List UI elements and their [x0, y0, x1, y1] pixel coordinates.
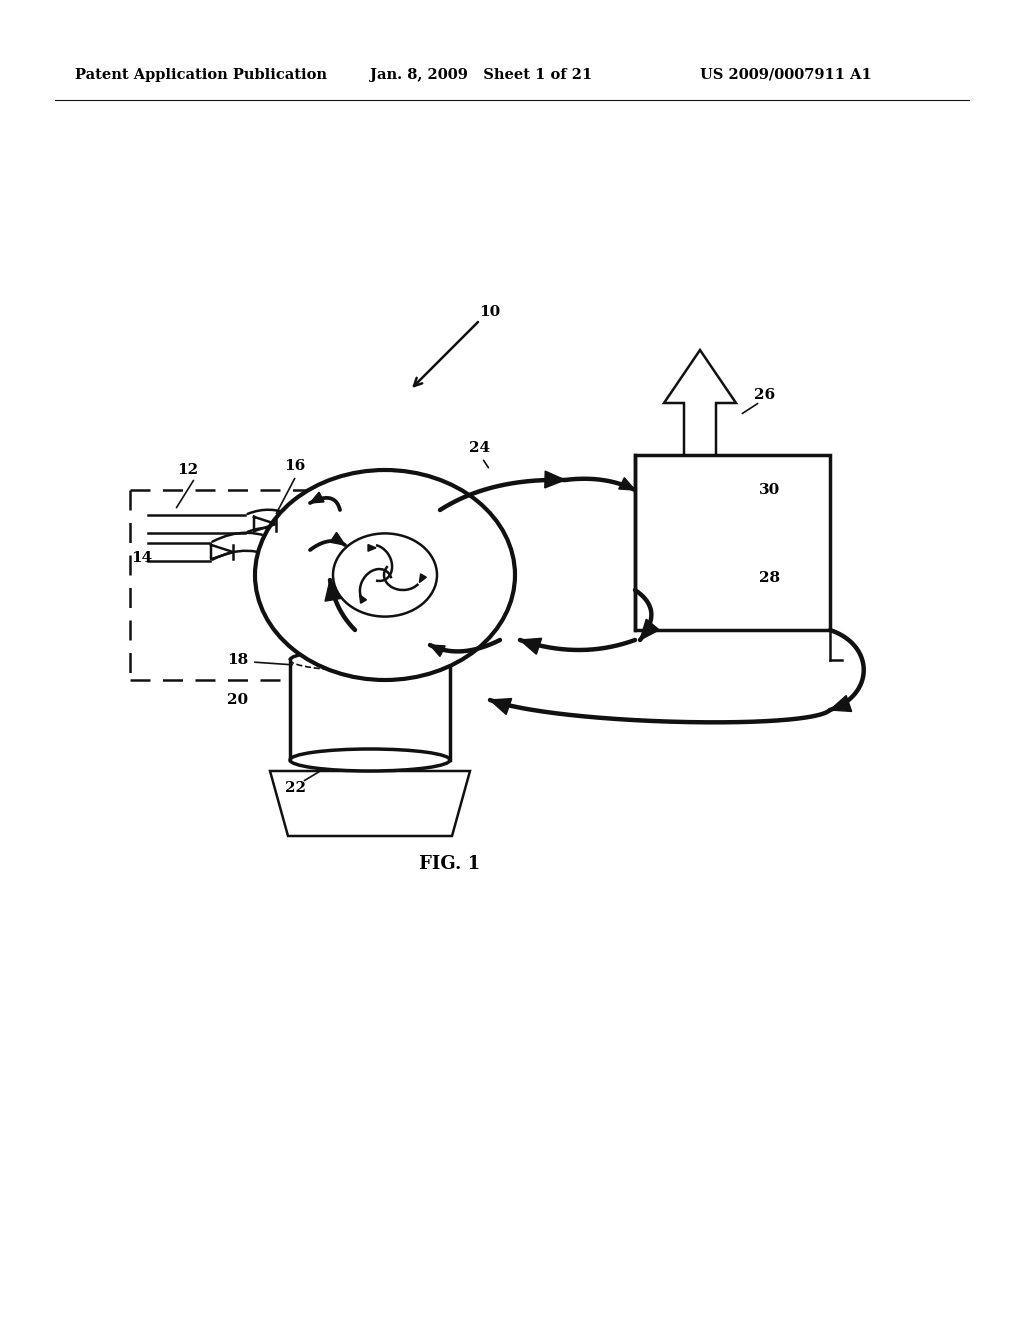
Text: 22: 22 [285, 781, 305, 795]
Polygon shape [664, 350, 736, 455]
Polygon shape [618, 478, 635, 490]
Text: 16: 16 [285, 459, 305, 473]
Polygon shape [420, 574, 426, 582]
Ellipse shape [333, 533, 437, 616]
Polygon shape [490, 698, 512, 714]
Polygon shape [310, 492, 324, 503]
Ellipse shape [290, 748, 450, 771]
Text: 14: 14 [131, 550, 153, 565]
Bar [635, 455, 830, 630]
Polygon shape [359, 594, 367, 603]
Bar [290, 660, 450, 760]
Polygon shape [270, 771, 470, 836]
Text: Patent Application Publication: Patent Application Publication [75, 69, 327, 82]
Polygon shape [368, 545, 376, 552]
Text: 30: 30 [760, 483, 780, 498]
Text: FIG. 1: FIG. 1 [420, 855, 480, 873]
Text: 28: 28 [760, 572, 780, 585]
Polygon shape [640, 619, 659, 640]
Polygon shape [520, 639, 542, 655]
Text: 10: 10 [479, 305, 501, 319]
Text: Jan. 8, 2009   Sheet 1 of 21: Jan. 8, 2009 Sheet 1 of 21 [370, 69, 592, 82]
Ellipse shape [255, 470, 515, 680]
Polygon shape [430, 645, 445, 656]
Polygon shape [545, 471, 565, 488]
Text: 24: 24 [469, 441, 490, 455]
Text: 18: 18 [227, 653, 249, 667]
Text: 26: 26 [755, 388, 775, 403]
Text: 12: 12 [177, 463, 199, 477]
Polygon shape [330, 532, 345, 545]
Polygon shape [325, 579, 342, 601]
Polygon shape [830, 696, 852, 711]
Text: 20: 20 [227, 693, 249, 708]
Text: US 2009/0007911 A1: US 2009/0007911 A1 [700, 69, 871, 82]
